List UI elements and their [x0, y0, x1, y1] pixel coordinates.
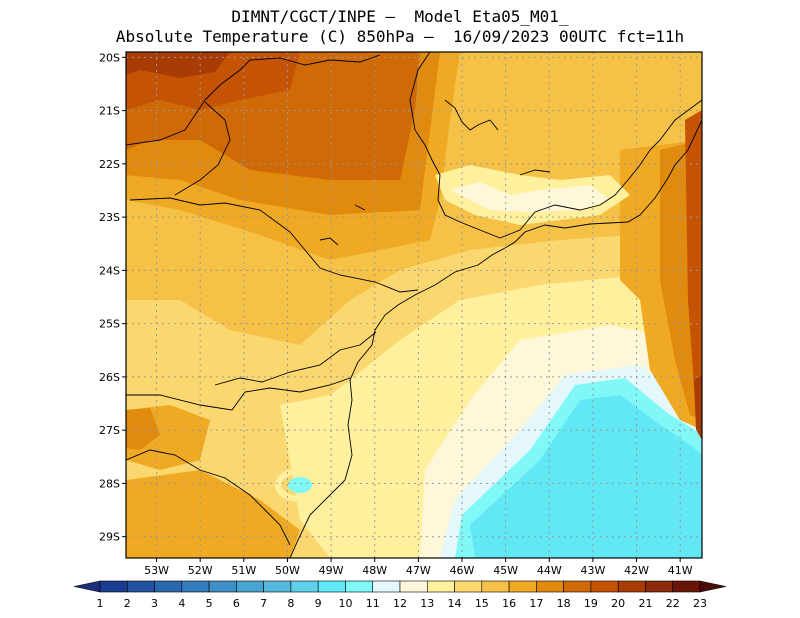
field-cold-spot: [288, 477, 312, 493]
lon-tick-label: 42W: [624, 564, 649, 577]
colorbar-swatch: [154, 580, 183, 593]
colorbar-label: 1: [97, 597, 104, 610]
lat-tick-label: 24S: [99, 264, 120, 277]
colorbar-swatch: [454, 580, 483, 593]
latitude-axis: 20S 21S 22S 23S 24S 25S 26S 27S 28S 29S: [99, 51, 126, 544]
longitude-axis: 53W 52W 51W 50W 49W 48W 47W 46W 45W 44W 43W 42W 41W: [144, 558, 693, 577]
colorbar-label: 13: [420, 597, 434, 610]
lat-tick-label: 25S: [99, 318, 120, 331]
colorbar-swatch: [508, 580, 537, 593]
lat-tick-label: 20S: [99, 51, 120, 64]
state-border-ms-sp: [126, 54, 381, 146]
map-title-line-1: DIMNT/CGCT/INPE – Model Eta05_M01_: [231, 7, 569, 26]
colorbar: 1 2 3 4 5 6 7 8 9 10 11 12 13 14 15 16 17 18 19 20 21 22 23: [73, 580, 727, 610]
coastline-and-borders: [126, 52, 702, 558]
colorbar-swatch: [536, 580, 564, 593]
lat-tick-label: 26S: [99, 371, 120, 384]
lon-tick-label: 48W: [362, 564, 387, 577]
field-20c-east-region: [694, 375, 702, 440]
state-border-sc-pr: [214, 331, 377, 386]
colorbar-label: 7: [260, 597, 267, 610]
colorbar-arrow-low: [73, 580, 101, 593]
colorbar-arrow-high: [699, 580, 727, 593]
field-20c-north-region: [126, 52, 230, 78]
colorbar-swatch: [481, 580, 510, 593]
lon-tick-label: 49W: [319, 564, 344, 577]
temperature-field: [126, 52, 702, 558]
colorbar-label: 20: [611, 597, 625, 610]
colorbar-label: 18: [557, 597, 571, 610]
lat-lon-grid: [126, 52, 702, 558]
field-11c-sp-patch: [450, 182, 610, 212]
state-border-sp-mg: [409, 52, 501, 239]
lat-tick-label: 23S: [99, 211, 120, 224]
lon-tick-label: 50W: [275, 564, 300, 577]
state-border-ms-pr: [174, 101, 231, 196]
lat-tick-label: 28S: [99, 477, 120, 490]
colorbar-swatch: [345, 580, 374, 593]
colorbar-swatch: [590, 580, 619, 593]
state-border-mg-rj: [499, 99, 702, 239]
lon-tick-label: 43W: [580, 564, 605, 577]
colorbar-label: 6: [233, 597, 240, 610]
coastline: [289, 119, 702, 558]
colorbar-label: 21: [638, 597, 652, 610]
colorbar-label: 12: [393, 597, 407, 610]
lat-tick-label: 29S: [99, 531, 120, 544]
lon-tick-label: 46W: [450, 564, 475, 577]
colorbar-swatch: [399, 580, 428, 593]
lon-tick-label: 45W: [493, 564, 518, 577]
colorbar-swatch: [181, 580, 210, 593]
colorbar-label: 11: [366, 597, 380, 610]
lon-tick-label: 44W: [537, 564, 562, 577]
state-border-pr-sp: [129, 197, 419, 293]
international-border: [126, 449, 291, 546]
map-frame: [125, 51, 703, 559]
lon-tick-label: 41W: [668, 564, 693, 577]
field-9c-region: [470, 395, 702, 558]
colorbar-swatch: [645, 580, 674, 593]
colorbar-swatch: [563, 580, 592, 593]
colorbar-swatch: [263, 580, 292, 593]
map-title-line-2: Absolute Temperature (C) 850hPa – 16/09/…: [115, 27, 685, 46]
colorbar-label: 22: [666, 597, 680, 610]
colorbar-swatch: [236, 580, 264, 593]
colorbar-swatch: [617, 580, 646, 593]
colorbar-label: 23: [693, 597, 707, 610]
colorbar-label: 4: [178, 597, 185, 610]
lon-tick-label: 51W: [231, 564, 256, 577]
colorbar-swatch: [126, 580, 155, 593]
colorbar-swatch: [208, 580, 237, 593]
field-15c-south-region: [126, 470, 300, 558]
colorbar-swatch: [372, 580, 401, 593]
state-border-rs-sc: [126, 377, 351, 411]
colorbar-label: 8: [287, 597, 294, 610]
field-19c-east-region: [685, 110, 702, 420]
lat-tick-label: 22S: [99, 158, 120, 171]
colorbar-label: 16: [502, 597, 516, 610]
lat-tick-label: 27S: [99, 424, 120, 437]
lon-tick-label: 52W: [188, 564, 213, 577]
lon-tick-label: 53W: [144, 564, 169, 577]
field-17c-southwest-region: [126, 408, 160, 450]
colorbar-label: 2: [124, 597, 131, 610]
colorbar-label: 3: [151, 597, 158, 610]
colorbar-label: 19: [584, 597, 598, 610]
colorbar-label: 15: [475, 597, 489, 610]
colorbar-swatch: [426, 580, 455, 593]
colorbar-label: 10: [338, 597, 352, 610]
colorbar-swatch: [672, 580, 701, 593]
colorbar-label: 5: [206, 597, 213, 610]
colorbar-label: 9: [315, 597, 322, 610]
colorbar-swatch: [290, 580, 319, 593]
colorbar-label: 17: [529, 597, 543, 610]
colorbar-swatch: [317, 580, 346, 593]
lat-tick-label: 21S: [99, 105, 120, 118]
lon-tick-label: 47W: [406, 564, 431, 577]
field-cold-spot-halo: [275, 468, 325, 502]
colorbar-swatch: [99, 580, 128, 593]
colorbar-label: 14: [448, 597, 462, 610]
river-system: [319, 99, 551, 246]
